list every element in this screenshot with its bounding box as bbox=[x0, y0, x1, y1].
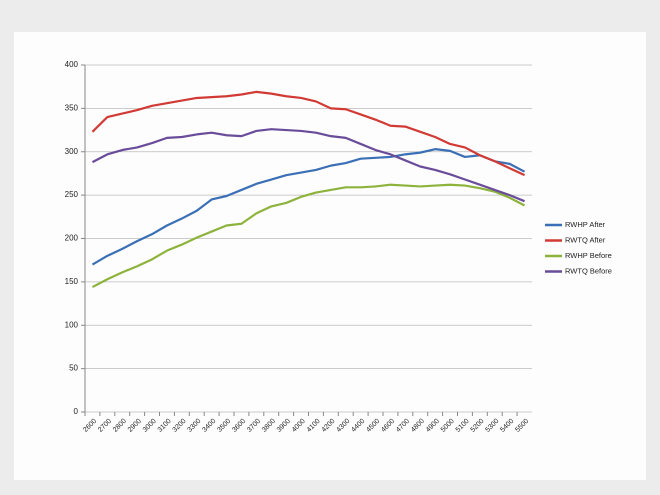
legend-label: RWTQ Before bbox=[565, 266, 612, 275]
series-line bbox=[91, 90, 526, 177]
legend-label: RWHP After bbox=[565, 220, 606, 229]
series-line bbox=[91, 183, 526, 289]
y-tick-label: 0 bbox=[74, 407, 79, 416]
legend-label: RWHP Before bbox=[565, 251, 612, 260]
y-tick-label: 200 bbox=[65, 234, 79, 243]
legend-label: RWTQ After bbox=[565, 235, 606, 244]
y-tick-label: 300 bbox=[65, 147, 79, 156]
y-tick-label: 100 bbox=[65, 320, 79, 329]
y-tick-label: 350 bbox=[65, 103, 79, 112]
page bbox=[14, 32, 646, 480]
series-line bbox=[91, 148, 526, 266]
y-tick-label: 400 bbox=[65, 60, 79, 69]
y-tick-label: 150 bbox=[65, 277, 79, 286]
y-tick-label: 250 bbox=[65, 190, 79, 199]
series-line bbox=[91, 128, 525, 203]
y-tick-label: 50 bbox=[69, 364, 78, 373]
